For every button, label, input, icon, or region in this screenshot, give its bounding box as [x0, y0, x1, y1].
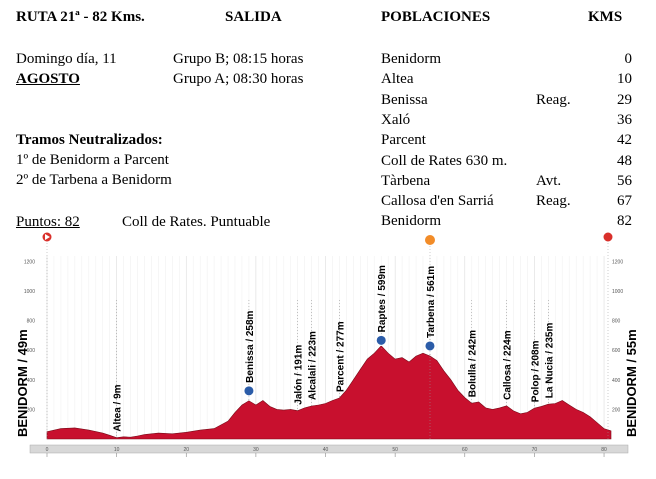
waypoint-label: Altea / 9m	[113, 384, 124, 431]
waypoint-label: Raptes / 599m	[377, 265, 388, 332]
y-tick-label: 400	[612, 378, 621, 384]
town-name: Benidorm	[381, 51, 441, 67]
waypoint-label: Benissa / 258m	[245, 310, 256, 382]
y-tick-label: 800	[27, 319, 36, 325]
town-note: Avt.	[536, 172, 562, 189]
feed-zone-icon	[425, 235, 435, 245]
checkpoint-icon	[424, 340, 436, 352]
elevation-area	[46, 345, 612, 440]
waypoint-label: Polop / 208m	[530, 340, 541, 402]
group-b-time: Grupo B; 08:15 horas	[173, 51, 304, 67]
y-tick-label: 200	[27, 407, 36, 413]
x-tick-label: 80	[601, 447, 607, 453]
town-note: Reag.	[536, 193, 571, 210]
x-tick-label: 60	[462, 447, 468, 453]
town-km: 36	[617, 111, 632, 128]
y-tick-label: 1000	[24, 289, 35, 295]
checkpoint-icon	[375, 334, 387, 346]
y-tick-label: 400	[27, 378, 36, 384]
x-tick-label: 70	[532, 447, 538, 453]
poblaciones-header: POBLACIONES	[381, 9, 491, 25]
town-km: 42	[617, 132, 632, 149]
waypoint-label: Parcent / 277m	[335, 321, 346, 392]
group-a-time: Grupo A; 08:30 horas	[173, 71, 304, 87]
town-name: Callosa d'en Sarriá	[381, 193, 494, 210]
x-tick-label: 30	[253, 447, 259, 453]
waypoint-label: La Nucia / 235m	[544, 323, 555, 399]
town-name: Xaló	[381, 111, 411, 128]
points-note: Coll de Rates. Puntuable	[122, 214, 271, 230]
y-tick-label: 1200	[612, 259, 623, 265]
waypoint-label: Alcalali / 223m	[308, 331, 319, 400]
kms-header: KMS	[588, 9, 623, 25]
month-text: AGOSTO	[16, 71, 80, 87]
neutral-1: 1º de Benidorm a Parcent	[16, 152, 169, 168]
town-km: 82	[617, 213, 632, 230]
town-km: 48	[617, 152, 632, 169]
route-title: RUTA 21ª - 82 Kms.	[16, 9, 145, 25]
town-name: Altea	[381, 71, 414, 88]
neutral-2: 2º de Tarbena a Benidorm	[16, 172, 172, 188]
town-km: 67	[617, 193, 632, 210]
town-km: 0	[624, 51, 633, 67]
y-tick-label: 800	[612, 319, 621, 325]
x-tick-label: 20	[183, 447, 189, 453]
x-tick-label: 10	[114, 447, 120, 453]
town-km: 56	[617, 172, 632, 189]
distance-bar	[29, 444, 629, 454]
waypoint-label: Bolulla / 242m	[468, 330, 479, 397]
town-km: 10	[617, 71, 632, 88]
end-altitude-label: BENIDORM / 55m	[624, 329, 639, 437]
y-tick-label: 200	[612, 407, 621, 413]
town-name: Benidorm	[381, 213, 441, 230]
y-tick-label: 1200	[24, 259, 35, 265]
town-name: Benissa	[381, 91, 428, 108]
start-arrow-icon	[45, 234, 50, 240]
y-tick-label: 600	[612, 348, 621, 354]
points-label: Puntos: 82	[16, 214, 80, 230]
waypoint-label: Jalón / 191m	[294, 345, 305, 405]
x-tick-label: 50	[392, 447, 398, 453]
salida-header: SALIDA	[225, 9, 282, 25]
finish-flag-icon	[602, 231, 614, 243]
y-tick-label: 600	[27, 348, 36, 354]
waypoint-label: Tarbena / 561m	[426, 266, 437, 338]
town-km: 29	[617, 91, 632, 108]
neutral-title: Tramos Neutralizados:	[16, 132, 163, 148]
waypoint-label: Callosa / 224m	[503, 330, 514, 400]
x-tick-label: 0	[46, 447, 49, 453]
town-name: Parcent	[381, 132, 426, 149]
town-note: Reag.	[536, 91, 571, 108]
start-altitude-label: BENIDORM / 49m	[15, 329, 30, 437]
town-name: Coll de Rates 630 m.	[381, 152, 508, 169]
y-tick-label: 1000	[612, 289, 623, 295]
x-tick-label: 40	[323, 447, 329, 453]
town-name: Tàrbena	[381, 172, 431, 189]
day-text: Domingo día, 11	[16, 51, 117, 67]
checkpoint-icon	[243, 385, 255, 397]
